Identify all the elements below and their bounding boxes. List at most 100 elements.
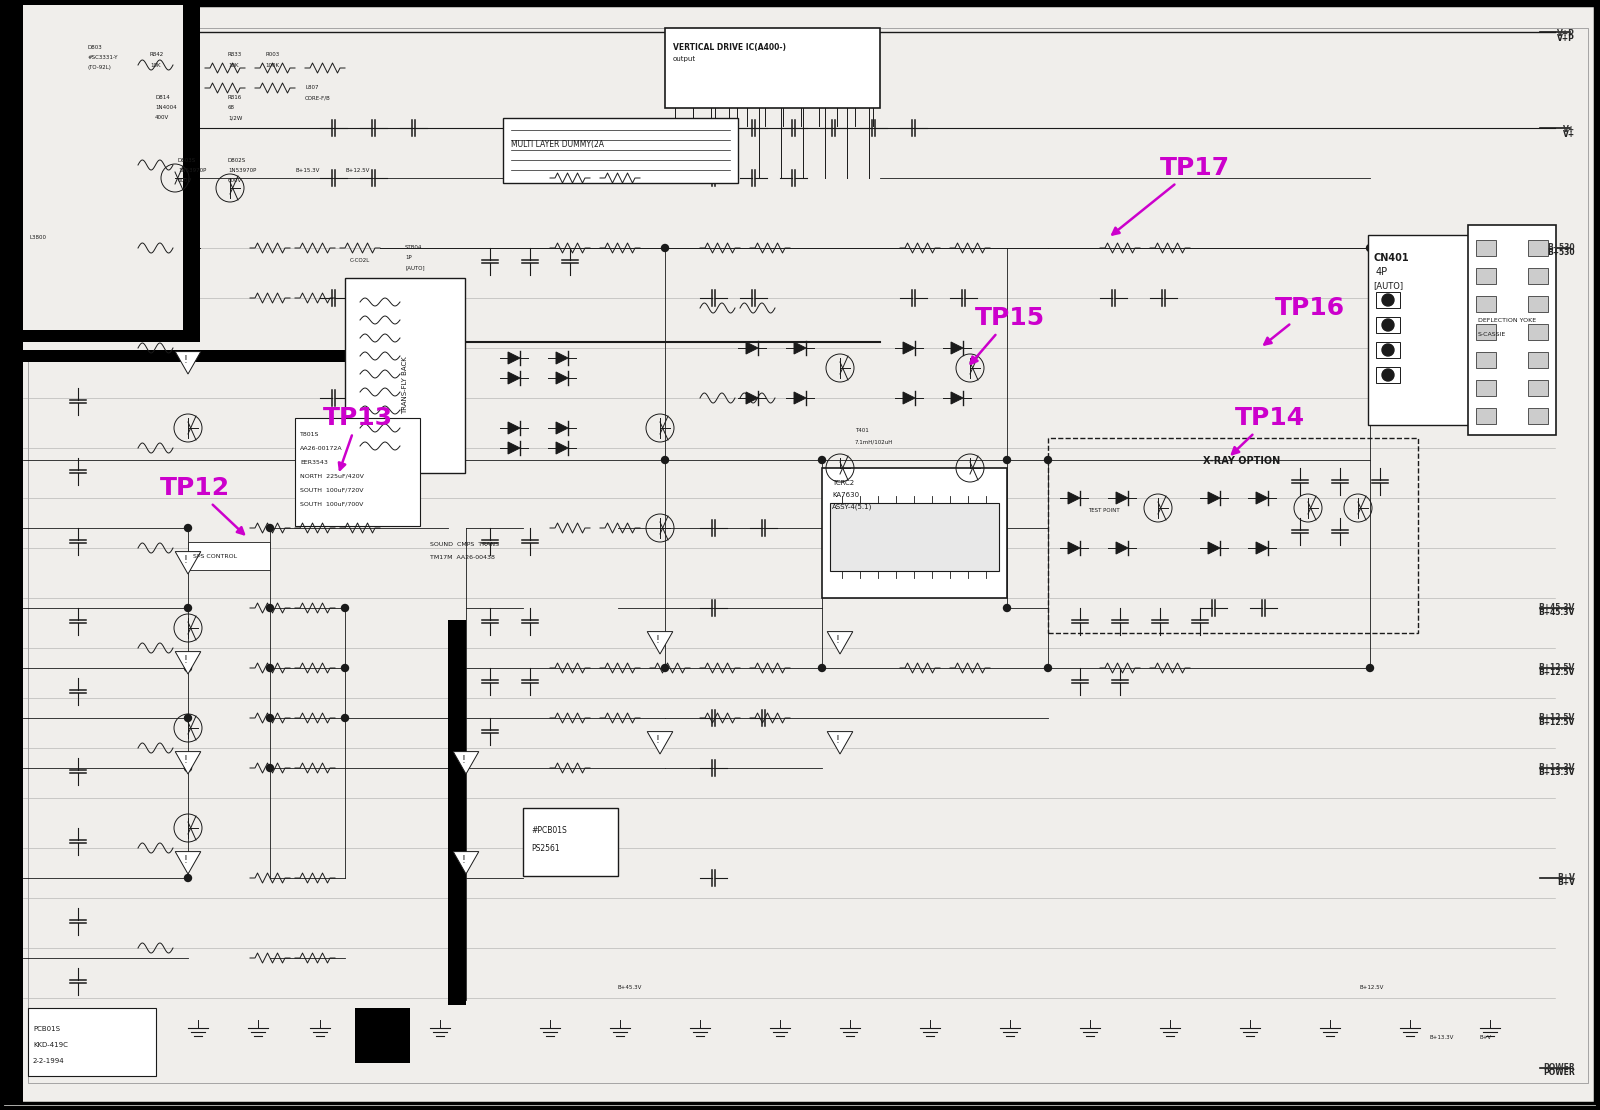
Text: B+15.3V: B+15.3V (294, 168, 320, 173)
Bar (1475, 380, 1496, 396)
Text: !: ! (835, 635, 838, 645)
Text: TP16: TP16 (1264, 296, 1346, 344)
Bar (1528, 380, 1549, 396)
Circle shape (341, 715, 349, 722)
Text: 600V: 600V (229, 178, 242, 183)
Polygon shape (746, 392, 758, 404)
Text: KKD-419C: KKD-419C (34, 1042, 67, 1048)
Polygon shape (646, 731, 672, 754)
Polygon shape (1256, 492, 1267, 504)
Bar (666, 28, 880, 108)
Polygon shape (176, 851, 202, 874)
Circle shape (267, 765, 274, 771)
Text: B+V: B+V (1557, 878, 1574, 887)
Text: DEFLECTION YOKE: DEFLECTION YOKE (1478, 317, 1536, 323)
Polygon shape (509, 422, 520, 434)
Polygon shape (1208, 492, 1221, 504)
Text: TM17M  AA26-00438: TM17M AA26-00438 (430, 555, 494, 561)
Circle shape (1003, 605, 1011, 612)
Polygon shape (950, 392, 963, 404)
Text: 1P: 1P (405, 255, 411, 260)
Text: B+13.3V: B+13.3V (1539, 764, 1574, 773)
Circle shape (184, 605, 192, 612)
Text: 10K: 10K (229, 63, 238, 68)
Bar (5, 6, 22, 1103)
Text: S-CASSIE: S-CASSIE (1478, 332, 1506, 337)
Bar (5, 6, 200, 355)
Text: !: ! (835, 735, 838, 745)
Text: SPS CONTROL: SPS CONTROL (194, 554, 237, 559)
Text: B+12.5V: B+12.5V (1360, 985, 1384, 990)
Bar (1469, 225, 1555, 435)
Text: D802S: D802S (229, 158, 246, 163)
Text: !: ! (182, 755, 187, 765)
Text: AA26-00172A: AA26-00172A (301, 446, 342, 451)
Text: !: ! (182, 655, 187, 665)
Polygon shape (557, 352, 568, 364)
Bar (1528, 352, 1549, 369)
Text: !: ! (461, 855, 466, 865)
Text: V+: V+ (1563, 130, 1574, 139)
Text: T401: T401 (854, 428, 869, 433)
Bar (1475, 408, 1496, 424)
Text: PS2561: PS2561 (531, 844, 560, 852)
Text: R842: R842 (150, 52, 165, 57)
Polygon shape (176, 751, 202, 774)
Text: [AUTO]: [AUTO] (1373, 281, 1403, 290)
Text: CORE-F/B: CORE-F/B (306, 95, 331, 100)
Polygon shape (827, 731, 853, 754)
Polygon shape (509, 352, 520, 364)
Text: 1N53970P: 1N53970P (229, 168, 256, 173)
Polygon shape (1208, 542, 1221, 554)
Text: !: ! (461, 755, 466, 765)
Text: 1N53970P: 1N53970P (178, 168, 206, 173)
Text: B+13.3V: B+13.3V (1539, 768, 1574, 777)
Circle shape (1382, 369, 1394, 381)
Text: 400V: 400V (155, 115, 170, 120)
Polygon shape (176, 552, 202, 574)
Text: 1/2W: 1/2W (229, 115, 242, 120)
Bar (1376, 317, 1400, 333)
Text: D803S: D803S (178, 158, 197, 163)
Polygon shape (746, 342, 758, 354)
Polygon shape (557, 372, 568, 384)
Text: TP15: TP15 (971, 306, 1045, 364)
Bar (22, 6, 182, 330)
Bar (502, 118, 738, 183)
Text: B+13.3V: B+13.3V (1430, 1035, 1454, 1040)
Circle shape (267, 525, 274, 532)
Polygon shape (1069, 542, 1080, 554)
Circle shape (1382, 294, 1394, 306)
Text: MULTI LAYER DUMMY(2A: MULTI LAYER DUMMY(2A (510, 140, 605, 149)
Text: (TO-92L): (TO-92L) (88, 65, 112, 70)
Polygon shape (1117, 492, 1128, 504)
Text: V+: V+ (1563, 125, 1574, 134)
Text: T801S: T801S (301, 432, 320, 437)
Text: ASSY-4(5.1): ASSY-4(5.1) (832, 504, 872, 511)
Text: SOUTH  100uF/700V: SOUTH 100uF/700V (301, 502, 363, 507)
Text: POWER: POWER (1544, 1063, 1574, 1072)
Circle shape (819, 456, 826, 464)
Bar (1376, 367, 1400, 383)
Text: output: output (674, 56, 696, 62)
Bar (448, 620, 466, 1005)
Polygon shape (453, 751, 478, 774)
Text: V+P: V+P (1557, 30, 1574, 39)
Polygon shape (1117, 542, 1128, 554)
Circle shape (819, 665, 826, 672)
Bar (1376, 292, 1400, 307)
Text: D803: D803 (88, 46, 102, 50)
Text: 1N4004: 1N4004 (155, 105, 176, 110)
Text: B+12.5V: B+12.5V (1539, 718, 1574, 727)
Text: 100K: 100K (266, 63, 278, 68)
Text: POWER: POWER (1544, 1068, 1574, 1077)
Circle shape (1045, 456, 1051, 464)
Polygon shape (557, 422, 568, 434)
Text: PCB01S: PCB01S (34, 1026, 61, 1032)
Text: V+P: V+P (1557, 34, 1574, 43)
Text: C-CO2L: C-CO2L (350, 258, 370, 263)
Text: VERTICAL DRIVE IC(A400-): VERTICAL DRIVE IC(A400-) (674, 43, 786, 52)
Bar (29, 1008, 157, 1076)
Text: !: ! (182, 855, 187, 865)
Text: B+530: B+530 (1547, 248, 1574, 258)
